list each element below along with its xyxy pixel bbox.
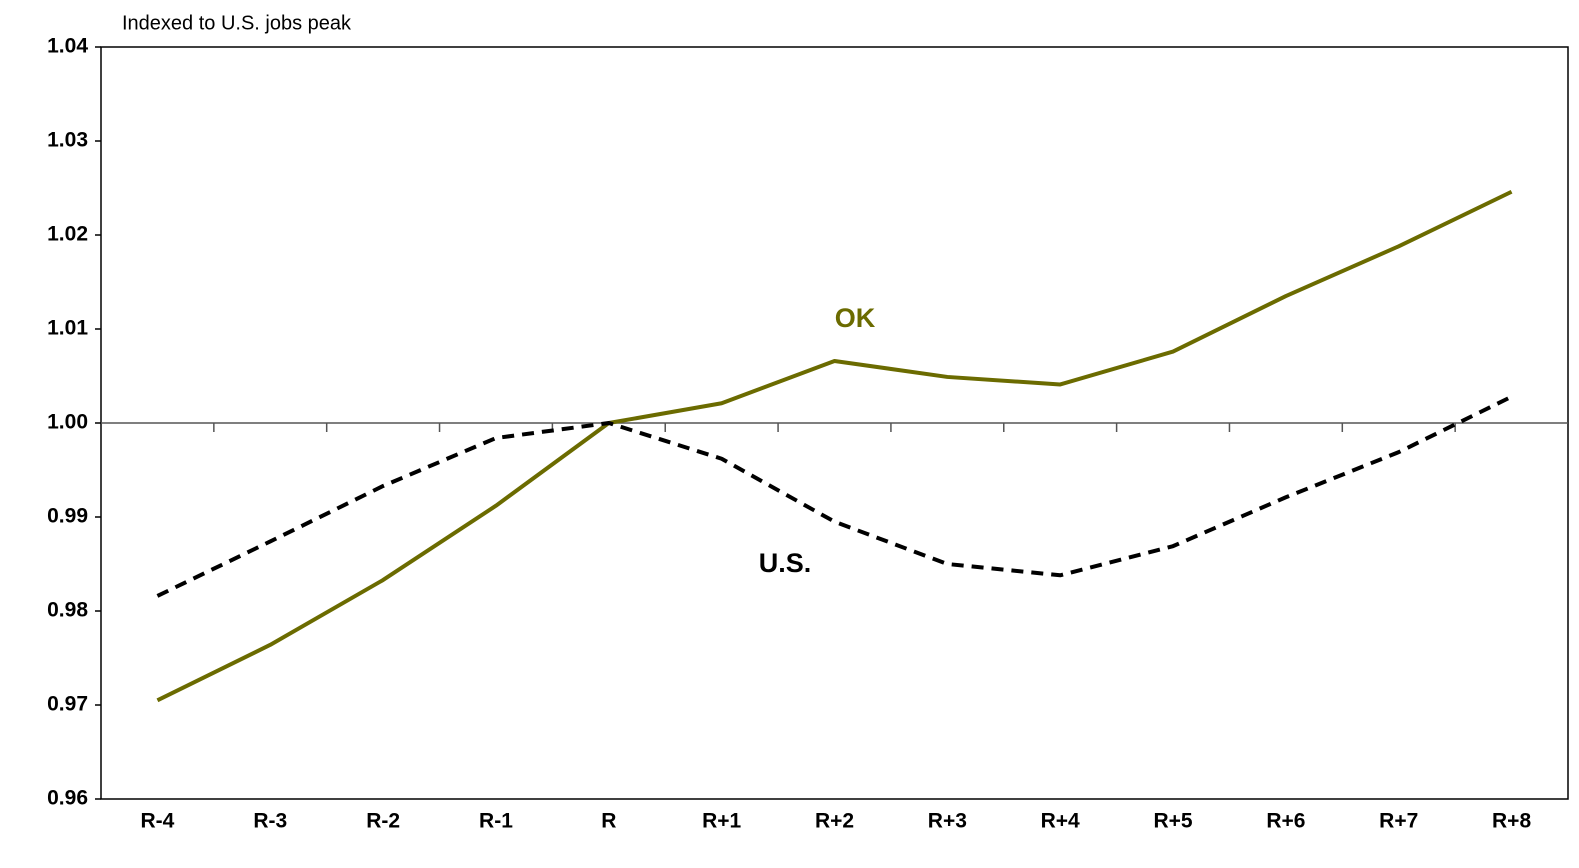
y-tick-label: 0.98 bbox=[47, 599, 88, 622]
x-tick-label: R-1 bbox=[479, 810, 513, 833]
x-tick-label: R+7 bbox=[1379, 810, 1418, 833]
y-tick-label: 0.97 bbox=[47, 693, 88, 716]
chart-title: Indexed to U.S. jobs peak bbox=[122, 12, 352, 34]
x-tick-label: R-2 bbox=[366, 810, 400, 833]
series-line bbox=[156, 394, 1513, 598]
y-tick-label: 1.03 bbox=[47, 129, 88, 152]
x-tick-label: R+8 bbox=[1492, 810, 1531, 833]
x-tick-label: R+4 bbox=[1041, 810, 1080, 833]
x-tick-label: R bbox=[601, 810, 616, 833]
x-tick-label: R+5 bbox=[1153, 810, 1192, 833]
series-label: OK bbox=[835, 303, 876, 333]
y-tick-label: 1.04 bbox=[47, 35, 88, 58]
y-tick-label: 1.00 bbox=[47, 411, 88, 434]
x-tick-label: R-4 bbox=[141, 810, 175, 833]
x-tick-label: R+6 bbox=[1266, 810, 1305, 833]
y-tick-label: 0.99 bbox=[47, 505, 88, 528]
series-line bbox=[156, 189, 1513, 703]
y-tick-label: 1.01 bbox=[47, 317, 88, 340]
x-tick-label: R+2 bbox=[815, 810, 854, 833]
x-tick-label: R+1 bbox=[702, 810, 741, 833]
y-tick-label: 0.96 bbox=[47, 787, 88, 810]
series-label: U.S. bbox=[759, 548, 812, 578]
x-tick-label: R+3 bbox=[928, 810, 967, 833]
x-tick-label: R-3 bbox=[253, 810, 287, 833]
y-tick-label: 1.02 bbox=[47, 223, 88, 246]
